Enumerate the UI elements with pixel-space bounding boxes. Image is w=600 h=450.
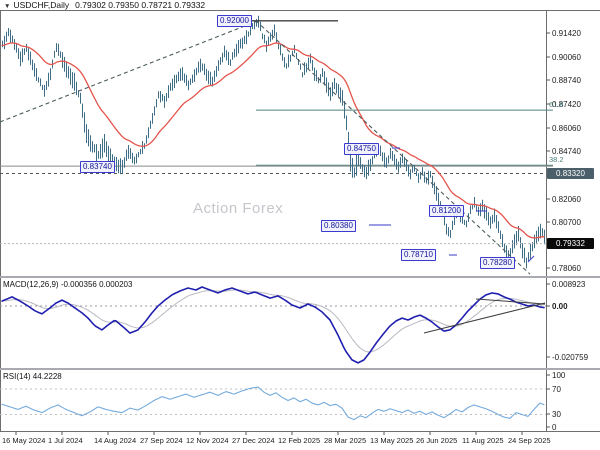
price-annotation-label[interactable]: 0.92000 (217, 15, 252, 27)
macd-trendline-1 (423, 302, 546, 334)
date-axis-label: 26 Jun 2025 (416, 436, 458, 445)
macd-indicator-name: MACD(12,26,9) (3, 280, 59, 289)
symbol-dropdown-icon[interactable]: ▼ (4, 3, 11, 10)
trendline-falling-resistance (255, 20, 531, 275)
rsi-axis-label: 0 (552, 422, 557, 432)
price-axis-label: 0.82060 (552, 194, 581, 204)
price-bars-series (2, 15, 545, 269)
date-axis-label: 1 Jul 2024 (48, 436, 83, 445)
title-bar: ▼ USDCHF,Daily 0.79302 0.79350 0.78721 0.7… (4, 0, 206, 11)
price-axis-label: 0.87420 (552, 99, 581, 109)
rsi-pane-label: RSI(14) 44.2228 (3, 372, 62, 381)
rsi-line (1, 386, 545, 421)
date-axis-label: 27 Sep 2024 (140, 436, 183, 445)
date-axis-label: 12 Nov 2024 (186, 436, 229, 445)
rsi-axis-label: 70 (552, 384, 561, 394)
chart-title-ohlc: 0.79302 0.79350 0.78721 0.79332 (75, 0, 206, 10)
support-level-chip: 0.83320 (547, 168, 594, 179)
price-axis-label: 0.80700 (552, 217, 581, 227)
watermark: Action Forex (193, 200, 284, 217)
price-axis-label: 0.90060 (552, 52, 581, 62)
rsi-indicator-value: 44.2228 (32, 372, 62, 381)
moving-average-line (1, 42, 545, 239)
date-axis-label: 24 Sep 2025 (508, 436, 551, 445)
rsi-axis-label: 30 (552, 409, 561, 419)
date-axis-label: 27 Dec 2024 (232, 436, 275, 445)
price-annotation-label[interactable]: 0.81200 (429, 205, 464, 217)
rsi-axis-label: 100 (552, 370, 566, 380)
pane-separator-rsi[interactable] (0, 368, 600, 370)
price-annotation-label[interactable]: 0.84750 (344, 143, 379, 155)
macd-trendline-2 (475, 298, 546, 305)
macd-axis-label: 0.008923 (552, 279, 586, 289)
date-axis-label: 13 May 2025 (370, 436, 414, 445)
price-annotation-label[interactable]: 0.83740 (80, 161, 115, 173)
price-annotation-label[interactable]: 0.78280 (480, 257, 515, 269)
macd-signal-line (1, 289, 545, 353)
price-annotation-label[interactable]: 0.80380 (321, 220, 356, 232)
price-axis-label: 0.78060 (552, 263, 581, 273)
current-price-chip: 0.79332 (547, 238, 594, 249)
price-axis-label: 0.91420 (552, 28, 581, 38)
macd-axis-label: -0.020759 (552, 352, 589, 362)
rsi-indicator-name: RSI(14) (3, 372, 31, 381)
fib-percentage-label: 38.2 (549, 155, 564, 164)
chart-title-symbol: USDCHF,Daily (13, 0, 70, 10)
macd-main-line (1, 286, 545, 364)
price-axis-label: 0.86060 (552, 123, 581, 133)
macd-axis-label: 0.00 (552, 301, 568, 311)
price-annotation-label[interactable]: 0.78710 (401, 249, 436, 261)
date-axis-label: 14 Aug 2024 (94, 436, 137, 445)
fib-percentage-label: 61.8 (549, 100, 564, 109)
macd-pane-label: MACD(12,26,9) -0.000356 0.000203 (3, 280, 132, 289)
date-axis-label: 12 Feb 2025 (278, 436, 321, 445)
date-axis-label: 28 Mar 2025 (324, 436, 367, 445)
macd-indicator-values: -0.000356 0.000203 (60, 280, 133, 289)
date-axis-label: 11 Aug 2025 (462, 436, 504, 445)
price-axis-label: 0.88740 (552, 75, 581, 85)
pane-separator-macd[interactable] (0, 276, 600, 278)
price-axis-label: 0.84740 (552, 146, 581, 156)
trendline-rising-support (0, 20, 259, 123)
annotation-connector (527, 255, 535, 263)
date-axis-label: 16 May 2024 (2, 436, 46, 445)
